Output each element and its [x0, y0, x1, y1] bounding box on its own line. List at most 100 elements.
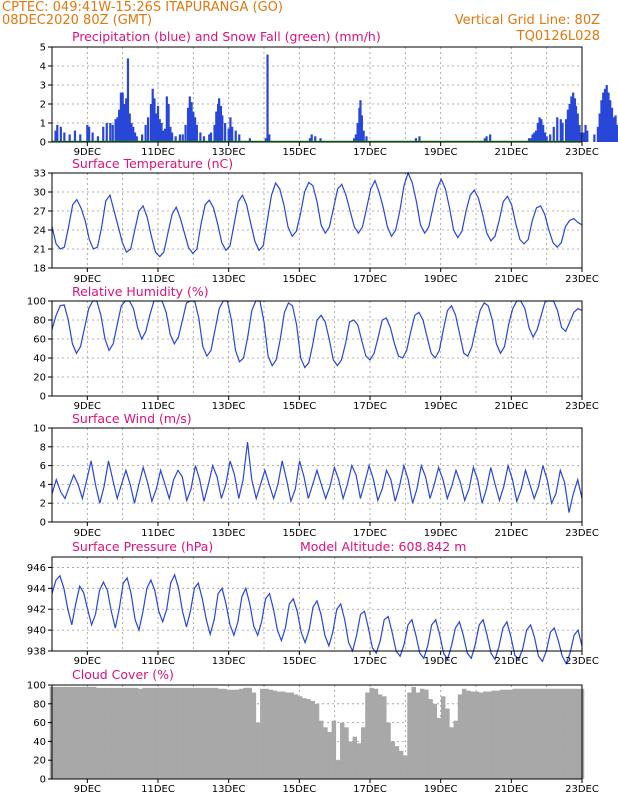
cloud-cover-bar — [361, 727, 366, 779]
precip-bar — [162, 130, 165, 142]
precip-bar — [63, 132, 66, 142]
header-grid-line-note: Vertical Grid Line: 80Z — [455, 13, 600, 28]
temp-x-day-label: 23DEC — [565, 274, 599, 285]
precip-bar — [213, 124, 216, 142]
rh-x-day-label: 9DEC — [74, 401, 101, 412]
header-station-info: CPTEC: 049:41W-15:26S ITAPURANGA (GO) — [2, 0, 283, 15]
precip-bar — [125, 98, 128, 142]
rh-x-day-label: 23DEC — [565, 401, 599, 412]
precip-bar — [109, 123, 112, 142]
cloud-cover-bar — [520, 688, 526, 779]
precip-bar — [68, 134, 71, 142]
cloud-cover-bar — [104, 687, 109, 779]
precip-bar — [219, 105, 222, 142]
cloud-x-day-label: 17DEC — [353, 784, 387, 795]
precip-bar — [561, 123, 564, 142]
wind-frame — [51, 427, 583, 523]
temp-series-line — [51, 171, 583, 258]
precip-bar — [130, 123, 133, 142]
precip-bar — [221, 115, 224, 142]
precip-bar — [155, 113, 158, 142]
cloud-cover-bar — [121, 687, 126, 779]
cloud-cover-bar — [201, 687, 206, 779]
temp-panel: Surface Temperature (nC) 18 21 24 27 30 33 9DEC… — [33, 156, 599, 285]
cloud-cover-bar — [276, 691, 282, 779]
panels: Precipitation (blue) and Snow Fall (gree… — [27, 29, 618, 795]
cloud-cover-bar — [205, 687, 210, 779]
cloud-cover-bar — [537, 688, 543, 779]
pressure-y-tick-label: 942 — [27, 605, 46, 616]
precip-bar — [586, 130, 589, 142]
precip-bar — [607, 92, 610, 142]
precip-bar — [149, 104, 153, 142]
cloud-cover-bar — [415, 692, 421, 779]
rh-x-day-label: 19DEC — [424, 401, 458, 412]
cloud-cover-bar — [272, 690, 278, 779]
precip-bar — [160, 123, 163, 142]
cloud-cover-bar — [96, 687, 101, 779]
cloud-cover-bar — [529, 688, 534, 779]
cloud-y-tick-label: 40 — [33, 737, 46, 748]
cloud-cover-bar — [352, 736, 358, 779]
precip-bar — [572, 92, 575, 142]
cloud-cover-bar — [487, 691, 492, 779]
cloud-x-day-label: 9DEC — [74, 784, 101, 795]
cloud-cover-bar — [138, 688, 143, 779]
precip-bar — [121, 92, 124, 142]
rh-y-tick-label: 40 — [33, 354, 46, 365]
cloud-cover-bar — [222, 688, 227, 779]
temp-x-day-label: 15DEC — [282, 274, 316, 285]
cloud-cover-bar — [314, 703, 320, 779]
temp-y-tick-label: 30 — [33, 188, 46, 199]
cloud-cover-bar — [428, 699, 433, 779]
precip-bar — [119, 92, 122, 142]
precip-x-day-label: 21DEC — [494, 147, 528, 158]
rh-y-tick-label: 80 — [33, 316, 46, 327]
precip-bar — [310, 134, 313, 142]
cloud-cover-bar — [297, 696, 303, 779]
precip-bar — [169, 126, 172, 142]
precip-bar — [356, 123, 359, 142]
cloud-cover-bar — [575, 688, 581, 779]
precip-bar — [156, 105, 160, 142]
precip-bar — [135, 136, 138, 142]
cloud-cover-bar — [335, 760, 341, 779]
cloud-cover-bar — [331, 720, 337, 779]
rh-y-tick-label: 60 — [33, 335, 46, 346]
temp-frame — [51, 172, 583, 269]
cloud-cover-bar — [550, 688, 555, 779]
cloud-cover-bar — [146, 687, 151, 779]
precip-bar — [584, 124, 587, 142]
cloud-cover-bar — [407, 692, 412, 779]
cloud-cover-bar — [184, 687, 189, 779]
precip-bar — [165, 96, 168, 142]
precip-bar — [248, 138, 251, 142]
cloud-cover-bar — [281, 691, 286, 779]
cloud-cover-bar — [445, 708, 450, 779]
precip-bar — [566, 109, 569, 142]
precip-bar — [549, 134, 552, 142]
cloud-cover-bar — [129, 687, 135, 779]
cloud-cover-bar — [512, 688, 517, 779]
pressure-frame — [51, 556, 583, 652]
cloud-cover-bar — [196, 687, 202, 779]
cloud-cover-bar — [558, 688, 564, 779]
cloud-cover-bar — [348, 741, 353, 779]
cloud-cover-bar — [310, 700, 316, 779]
precip-bar — [126, 58, 130, 142]
precip-panel: Precipitation (blue) and Snow Fall (gree… — [40, 29, 618, 158]
wind-x-day-label: 19DEC — [424, 528, 458, 539]
cloud-cover-bar — [150, 687, 156, 779]
cloud-cover-bar — [323, 727, 328, 779]
precip-y-tick-label: 0 — [40, 138, 46, 149]
precip-bar — [485, 136, 488, 142]
cloud-cover-bar — [377, 694, 383, 779]
cloud-x-day-label: 15DEC — [282, 784, 316, 795]
rh-x-day-label: 17DEC — [353, 401, 387, 412]
wind-y-tick-label: 2 — [40, 499, 46, 510]
cloud-cover-bar — [457, 694, 463, 779]
precip-bar — [610, 107, 614, 142]
precip-bar — [359, 100, 362, 142]
temp-x-day-label: 19DEC — [424, 274, 458, 285]
